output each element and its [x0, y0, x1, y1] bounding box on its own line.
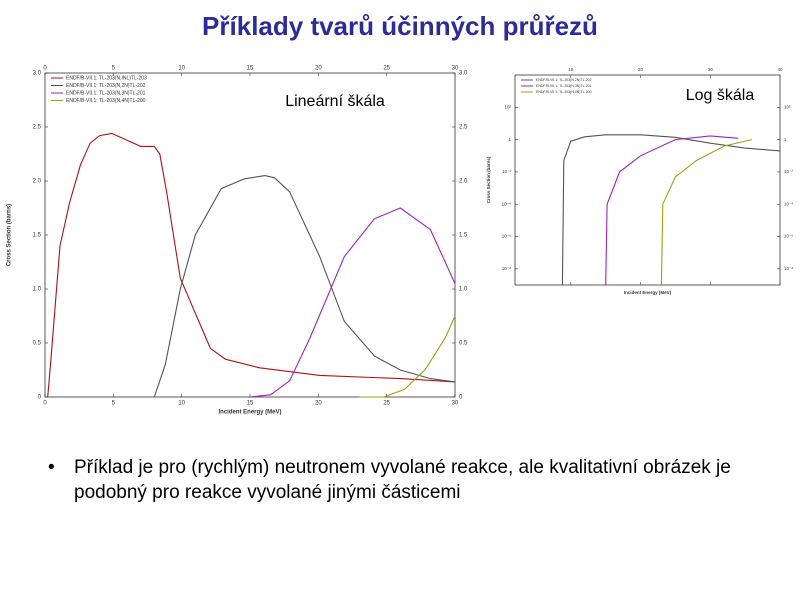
x-tick-label: 30 — [708, 67, 714, 72]
y-tick-label: 10⁻⁸ — [784, 266, 793, 271]
plot-frame — [514, 74, 781, 286]
x-tick-label: 15 — [247, 401, 254, 407]
y-tick-label: 10⁻² — [502, 169, 511, 174]
legend-label: ENDF/B-VII.1: TL-203(N,2N)TL-202 — [536, 78, 592, 82]
series-line — [153, 175, 456, 398]
y-tick-label: 0 — [459, 395, 463, 401]
series-line — [359, 315, 456, 398]
annotation: Lineární škála — [285, 93, 385, 110]
series-line — [605, 135, 739, 286]
y-tick-label: 10² — [504, 104, 511, 109]
x-tick-label: 10 — [178, 66, 185, 72]
legend-label: ENDF/B-VII.1: TL-203(N,3N)TL-201 — [66, 90, 146, 96]
y-axis-label: Cross Section (barns) — [486, 156, 491, 203]
y-tick-label: 3.0 — [459, 71, 468, 77]
y-tick-label: 10⁻⁸ — [502, 266, 511, 271]
series-line — [249, 207, 456, 398]
y-tick-label: 1.5 — [459, 233, 468, 239]
bullet-dot: • — [48, 457, 55, 478]
x-tick-label: 0 — [43, 401, 47, 407]
x-tick-label: 20 — [315, 66, 322, 72]
x-axis-label: Incident Energy (MeV) — [218, 410, 281, 416]
x-tick-label: 20 — [638, 67, 644, 72]
series-line — [561, 134, 781, 286]
series-line — [47, 132, 456, 398]
legend-label: ENDF/B-VII.1: TL-203(N,INL)TL-203 — [66, 75, 147, 81]
y-tick-label: 1.5 — [33, 233, 42, 239]
x-tick-label: 20 — [315, 401, 322, 407]
y-tick-label: 10⁻⁴ — [784, 201, 793, 206]
y-tick-label: 0.5 — [33, 341, 42, 347]
x-tick-label: 25 — [383, 401, 390, 407]
y-tick-label: 0.5 — [459, 341, 468, 347]
y-axis-label: Cross Section (barns) — [7, 204, 13, 266]
annotation: Log škála — [686, 87, 755, 104]
x-tick-label: 10 — [568, 67, 574, 72]
legend-label: ENDF/B-VII.1: TL-203(N,4N)TL-200 — [536, 90, 592, 94]
y-tick-label: 3.0 — [33, 71, 42, 77]
x-tick-label: 40 — [777, 67, 783, 72]
y-tick-label: 0 — [38, 395, 42, 401]
x-tick-label: 0 — [43, 66, 47, 72]
bullet-text: Příklad je pro (rychlým) neutronem vyvol… — [74, 457, 731, 503]
y-tick-label: 2.0 — [33, 179, 42, 185]
y-tick-label: 2.5 — [33, 125, 42, 131]
y-tick-label: 10⁻⁶ — [784, 234, 793, 239]
y-tick-label: 2.0 — [459, 179, 468, 185]
x-tick-label: 5 — [112, 401, 116, 407]
x-tick-label: 30 — [452, 66, 459, 72]
y-tick-label: 1 — [508, 137, 511, 142]
bullet: • Příklad je pro (rychlým) neutronem vyvo… — [48, 455, 748, 505]
x-axis-label: Incident Energy (MeV) — [624, 290, 672, 295]
y-tick-label: 1.0 — [33, 287, 42, 293]
y-tick-label: 1 — [784, 137, 787, 142]
y-tick-label: 2.5 — [459, 125, 468, 131]
legend-label: ENDF/B-VII.1: TL-203(N,3N)TL-201 — [536, 84, 592, 88]
slide-title: Příklady tvarů účinných průřezů — [202, 11, 598, 41]
y-tick-label: 10⁻⁴ — [502, 201, 511, 206]
y-tick-label: 10⁻² — [784, 169, 793, 174]
x-tick-label: 30 — [452, 401, 459, 407]
x-tick-label: 25 — [383, 66, 390, 72]
legend-label: ENDF/B-VII.1: TL-203(N,4N)TL-200 — [66, 98, 146, 104]
legend-label: ENDF/B-VII.1: TL-203(N,2N)TL-202 — [66, 83, 146, 89]
y-tick-label: 10⁻⁶ — [502, 234, 511, 239]
plot-frame — [44, 72, 456, 398]
y-tick-label: 10² — [784, 104, 791, 109]
x-tick-label: 10 — [178, 401, 185, 407]
x-tick-label: 15 — [247, 66, 254, 72]
x-tick-label: 5 — [112, 66, 116, 72]
series-line — [660, 139, 753, 286]
y-tick-label: 1.0 — [459, 287, 468, 293]
